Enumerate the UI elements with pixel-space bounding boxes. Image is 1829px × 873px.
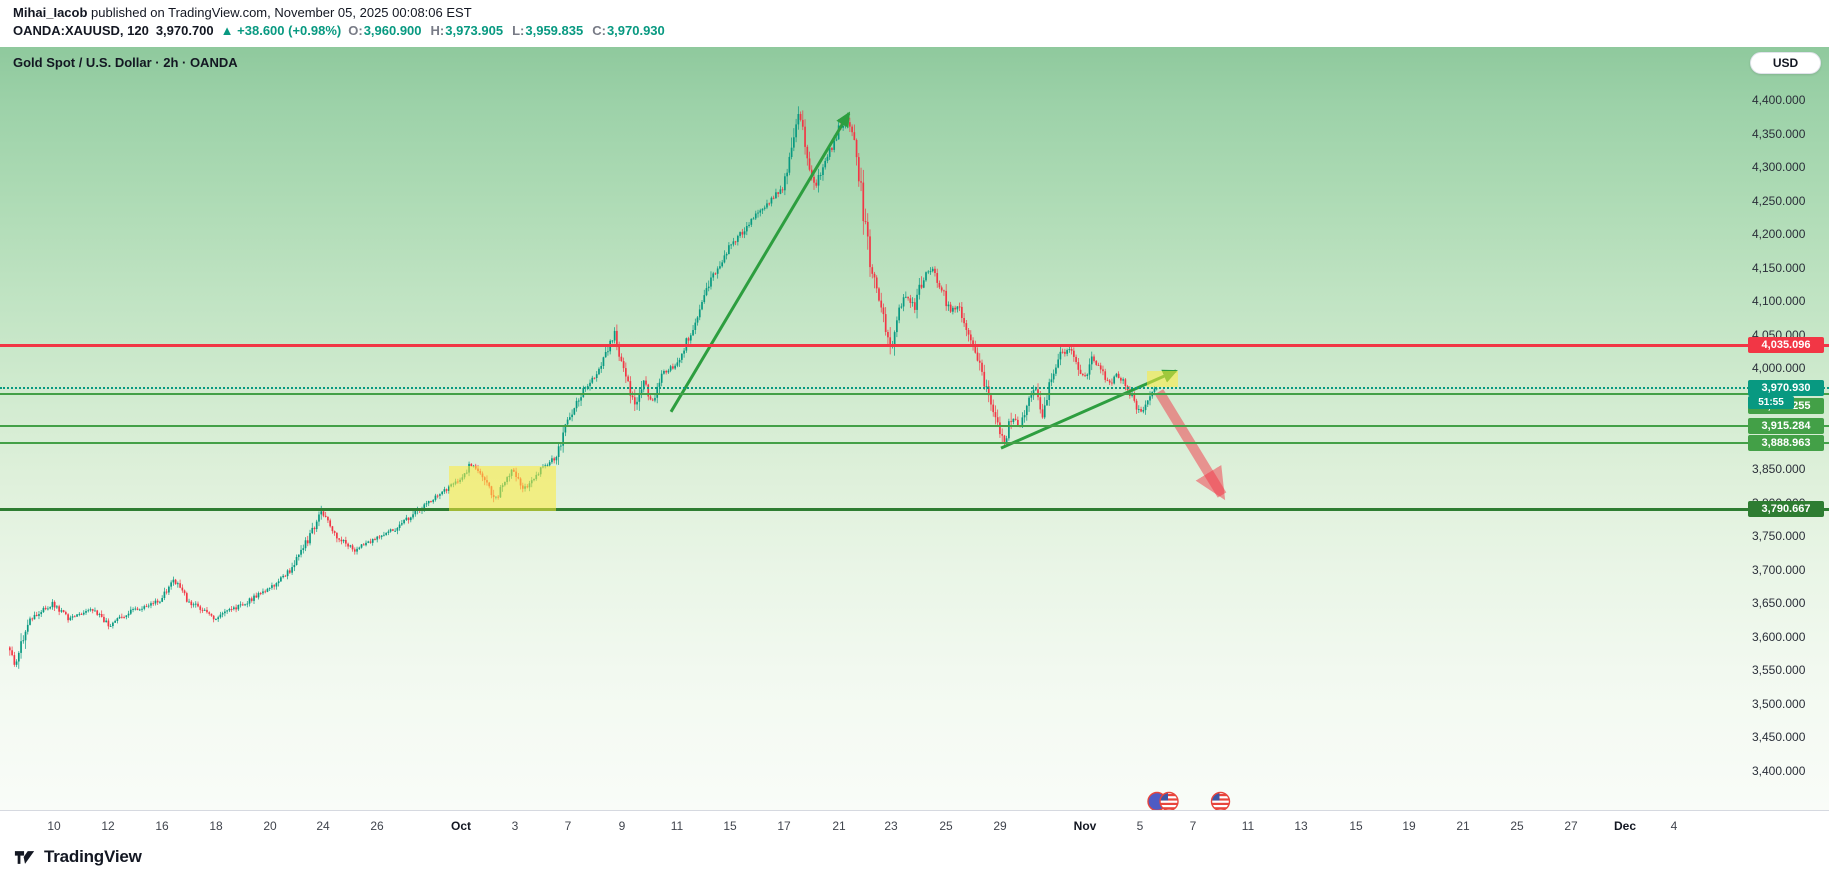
time-axis-label: 25 <box>939 819 953 833</box>
ohlc-label: C: <box>592 23 606 38</box>
price-level-line <box>0 393 1829 396</box>
ohlc-pair: C: 3,970.930 <box>592 22 665 39</box>
price-tick-label: 3,450.000 <box>1752 730 1806 745</box>
price-level-line <box>0 343 1829 347</box>
ohlc-value: 3,959.835 <box>525 23 584 38</box>
current-price-badge: 3,970.930 <box>1748 380 1824 397</box>
time-axis-label: 21 <box>832 819 846 833</box>
target-zone[interactable] <box>1147 370 1178 387</box>
price-level-badge: 3,888.963 <box>1748 435 1824 452</box>
time-axis-label: 11 <box>1241 819 1255 833</box>
time-axis-label: 23 <box>884 819 898 833</box>
price-tick-label: 3,600.000 <box>1752 629 1806 644</box>
price-tick-label: 4,400.000 <box>1752 93 1806 107</box>
time-axis-label: 7 <box>1189 819 1197 833</box>
author-name: Mihai_Iacob <box>13 5 88 20</box>
publish-info: published on TradingView.com, November 0… <box>87 5 472 20</box>
ohlc-value: 3,970.930 <box>606 23 665 38</box>
change-arrow-icon: ▲ <box>220 23 234 38</box>
price-tick-label: 4,300.000 <box>1752 160 1806 175</box>
time-axis-label: 12 <box>101 819 115 833</box>
price-tick-label: 4,200.000 <box>1752 227 1806 242</box>
ohlc-pair: L: 3,959.835 <box>512 22 583 39</box>
price-tick-label: 4,100.000 <box>1752 294 1806 309</box>
time-axis-label: 15 <box>723 819 737 833</box>
time-axis-label: 26 <box>370 819 384 833</box>
time-axis-label: 11 <box>670 819 684 833</box>
ohlc-pair: H: 3,973.905 <box>431 22 504 39</box>
time-axis-label: 7 <box>564 819 572 833</box>
time-axis-label: 15 <box>1349 819 1363 833</box>
tradingview-wordmark[interactable]: TradingView <box>44 847 142 866</box>
time-axis-label: 24 <box>316 819 330 833</box>
price-tick-label: 4,000.000 <box>1752 361 1806 376</box>
time-axis[interactable]: 10 12 16 18 20 24 26 Oct 3 7 9 11 15 17 21 23 25 29 Nov 5 7 1… <box>0 810 1829 841</box>
time-axis-label: 25 <box>1510 819 1524 833</box>
time-axis-label: 20 <box>263 819 277 833</box>
current-price-line <box>0 387 1829 390</box>
time-axis-label: 13 <box>1294 819 1308 833</box>
footer: TradingView <box>0 841 1829 873</box>
time-axis-label: 10 <box>47 819 61 833</box>
price-tick-label: 3,500.000 <box>1752 696 1806 711</box>
time-axis-label: 29 <box>993 819 1007 833</box>
time-axis-label: Dec <box>1613 819 1637 833</box>
time-axis-label: 19 <box>1402 819 1416 833</box>
time-axis-label: 9 <box>618 819 626 833</box>
price-level-line <box>0 442 1829 445</box>
symbol-title: OANDA:XAUUSD, 120 <box>13 23 149 38</box>
economic-event-us-flag-icon[interactable] <box>1209 790 1232 810</box>
ohlc-value: 3,960.900 <box>363 23 422 38</box>
ohlc-values: O: 3,960.900 H: 3,973.905 L: 3,959.835 C: 3,970… <box>348 22 665 39</box>
price-tick-label: 3,700.000 <box>1752 562 1806 577</box>
price-change: ▲ +38.600 (+0.98%) <box>220 23 342 38</box>
consolidation-zone[interactable] <box>449 466 556 512</box>
price-level-badge: 4,035.096 <box>1748 337 1824 354</box>
price-tick-label: 3,400.000 <box>1752 764 1806 778</box>
last-price: 3,970.700 <box>155 23 214 38</box>
price-level-badge: 3,915.284 <box>1748 417 1824 434</box>
chart-background <box>0 47 1829 810</box>
publish-line: Mihai_Iacob published on TradingView.com… <box>13 5 1829 21</box>
price-level-line <box>0 424 1829 427</box>
price-level-line <box>0 507 1829 511</box>
countdown-badge: 51:55 <box>1748 396 1794 410</box>
tradingview-logo-icon <box>14 850 35 864</box>
price-tick-label: 3,850.000 <box>1752 462 1806 477</box>
currency-button[interactable]: USD <box>1750 52 1821 74</box>
ohlc-pair: O: 3,960.900 <box>348 22 421 39</box>
time-axis-label: 16 <box>155 819 169 833</box>
economic-event-flags-icon[interactable] <box>1146 790 1182 810</box>
publish-header: Mihai_Iacob published on TradingView.com… <box>0 0 1829 47</box>
chart-area[interactable]: Gold Spot / U.S. Dollar · 2h · OANDA USD… <box>0 47 1829 810</box>
time-axis-label: 18 <box>209 819 223 833</box>
price-tick-label: 3,650.000 <box>1752 596 1806 611</box>
price-tick-label: 4,350.000 <box>1752 126 1806 141</box>
price-tick-label: 3,550.000 <box>1752 663 1806 678</box>
time-axis-label: 27 <box>1564 819 1578 833</box>
time-axis-label: Nov <box>1073 819 1097 833</box>
price-tick-label: 3,750.000 <box>1752 529 1806 544</box>
ohlc-label: L: <box>512 23 525 38</box>
price-tick-label: 4,150.000 <box>1752 260 1806 275</box>
time-axis-label: 21 <box>1456 819 1470 833</box>
price-tick-label: 4,250.000 <box>1752 193 1806 208</box>
ohlc-label: O: <box>348 23 363 38</box>
price-level-badge: 3,790.667 <box>1748 501 1824 518</box>
ohlc-label: H: <box>430 23 445 38</box>
time-axis-label: 17 <box>777 819 791 833</box>
time-axis-label: 4 <box>1670 819 1678 833</box>
time-axis-label: Oct <box>450 819 472 833</box>
time-axis-label: 5 <box>1136 819 1144 833</box>
symbol-line: OANDA:XAUUSD, 120 3,970.700 ▲ +38.600 (+… <box>13 22 1829 39</box>
chart-legend-title: Gold Spot / U.S. Dollar · 2h · OANDA <box>13 55 238 70</box>
ohlc-value: 3,973.905 <box>445 23 504 38</box>
time-axis-label: 3 <box>511 819 519 833</box>
